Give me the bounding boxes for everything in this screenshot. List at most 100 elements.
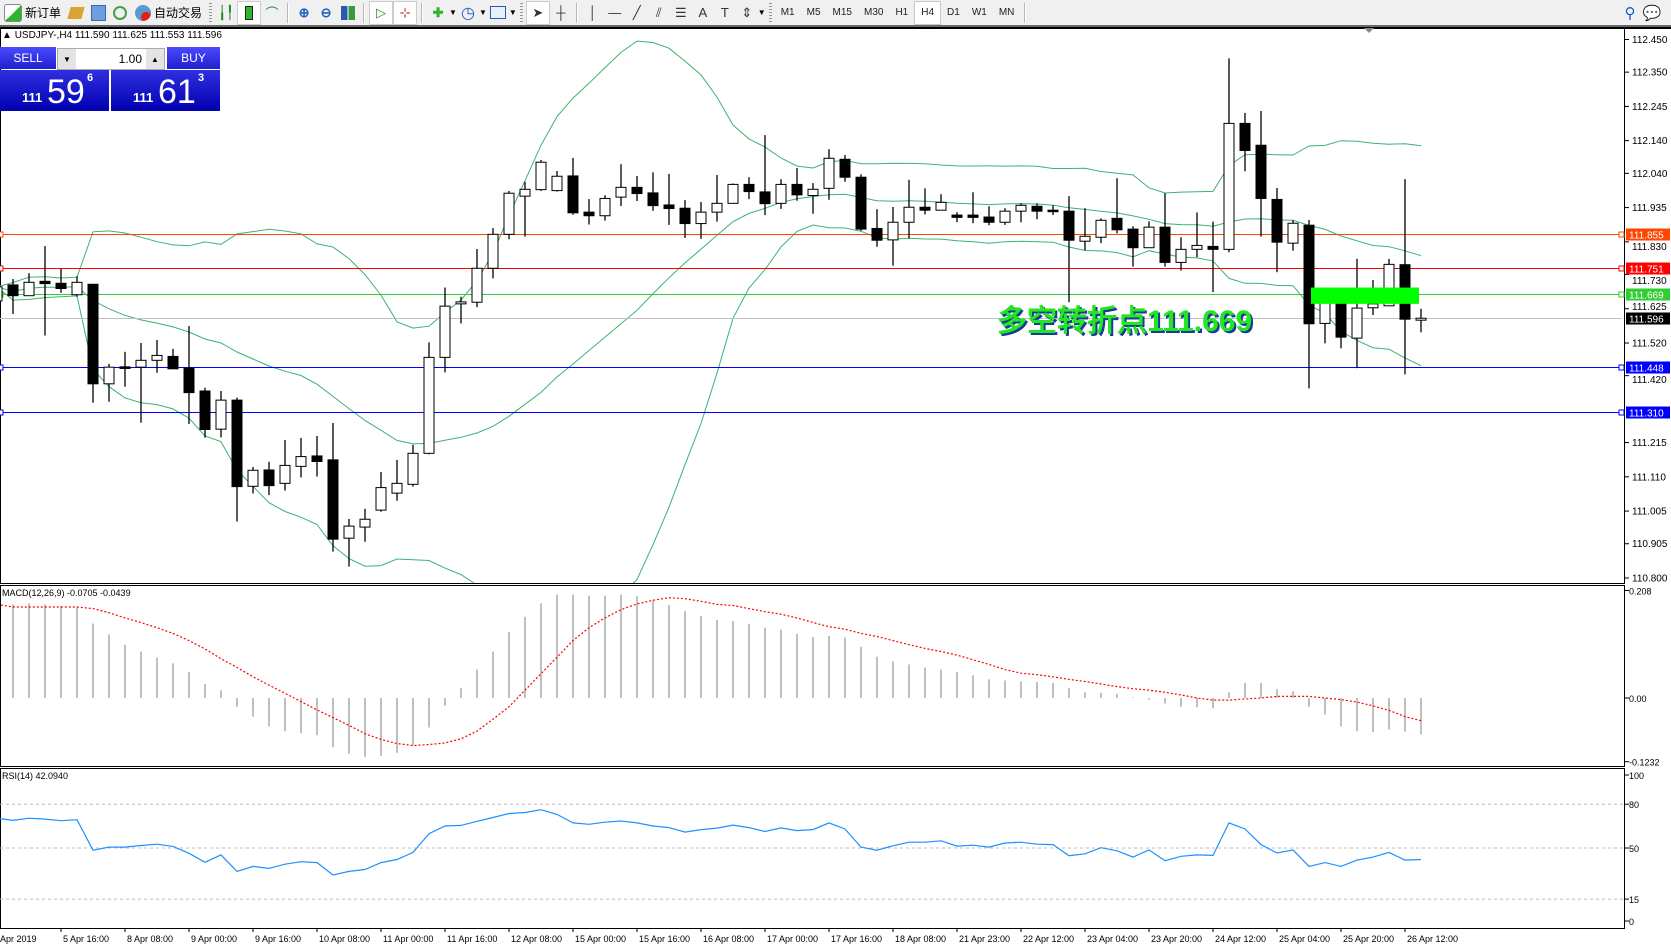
cursor-button[interactable]: ➤ bbox=[525, 0, 550, 25]
auto-trading-button[interactable]: 自动交易 bbox=[131, 2, 206, 24]
timeframe-h1[interactable]: H1 bbox=[895, 7, 909, 18]
bearish-candle-body bbox=[199, 390, 211, 431]
navigator-button[interactable] bbox=[65, 2, 87, 24]
time-axis-label: 9 Apr 16:00 bbox=[255, 934, 301, 944]
macd-histogram-bar bbox=[236, 698, 238, 707]
pivot-annotation-text[interactable]: 多空转折点111.669 bbox=[997, 305, 1253, 338]
bearish-candle-body bbox=[87, 283, 99, 385]
arrows-button[interactable]: ⇕ bbox=[736, 2, 758, 24]
bearish-candle-body bbox=[39, 280, 51, 285]
timeframe-mn[interactable]: MN bbox=[998, 7, 1015, 18]
bullish-candle-body bbox=[887, 221, 899, 241]
macd-histogram-bar bbox=[1388, 698, 1390, 730]
candlestick-chart-button[interactable] bbox=[237, 0, 262, 25]
bearish-candle-body bbox=[647, 192, 659, 207]
zoom-in-button[interactable]: ⊕ bbox=[293, 2, 315, 24]
trendline-button[interactable]: ╱ bbox=[626, 2, 648, 24]
auto-scroll-button[interactable]: ▷ bbox=[369, 0, 394, 25]
price-axis-label: 111.420 bbox=[1632, 375, 1667, 386]
periods-button[interactable]: ◷ bbox=[457, 2, 479, 24]
volume-stepper[interactable]: ▼ 1.00 ▲ bbox=[57, 48, 165, 70]
timeframe-m30[interactable]: M30 bbox=[863, 7, 884, 18]
chart-shift-button[interactable]: ⊹ bbox=[393, 0, 418, 25]
candle bbox=[151, 340, 163, 373]
toolbar-grip[interactable] bbox=[209, 2, 213, 23]
templates-button[interactable] bbox=[487, 2, 509, 24]
buy-price[interactable]: 111 61 3 bbox=[111, 70, 220, 111]
timeframe-d1[interactable]: D1 bbox=[947, 7, 960, 18]
zoom-in-icon: ⊕ bbox=[298, 4, 310, 20]
macd-histogram-bar bbox=[556, 594, 558, 698]
time-axis-label: 23 Apr 20:00 bbox=[1151, 934, 1202, 944]
equidistant-channel-button[interactable]: ⫽ bbox=[648, 2, 670, 24]
timeframe-m5[interactable]: M5 bbox=[806, 7, 821, 18]
fibonacci-button[interactable]: ☰ bbox=[670, 2, 692, 24]
bar-chart-button[interactable]: ╽╿ bbox=[215, 2, 237, 24]
toolbar-grip[interactable] bbox=[768, 2, 772, 23]
bullish-candle-body bbox=[343, 525, 355, 539]
bullish-candle-body bbox=[215, 399, 227, 430]
macd-histogram-bar bbox=[972, 675, 974, 698]
crosshair-button[interactable]: ┼ bbox=[550, 2, 572, 24]
macd-histogram-bar bbox=[668, 604, 670, 698]
candle bbox=[679, 200, 691, 238]
bullish-candle-body bbox=[295, 456, 307, 467]
dropdown-arrow-icon[interactable]: ▼ bbox=[508, 8, 517, 17]
buy-button[interactable]: BUY bbox=[167, 47, 220, 69]
signals-button[interactable] bbox=[109, 2, 131, 24]
timeframe-h4[interactable]: H4 bbox=[914, 0, 942, 25]
macd-histogram-bar bbox=[604, 595, 606, 698]
sell-price[interactable]: 111 59 6 bbox=[0, 70, 109, 111]
bullish-candle-body bbox=[375, 487, 387, 511]
macd-histogram-bar bbox=[220, 690, 222, 698]
toolbar-grip[interactable] bbox=[519, 2, 523, 23]
text-label-button[interactable]: T bbox=[714, 2, 736, 24]
horizontal-line-button[interactable]: — bbox=[604, 2, 626, 24]
candle bbox=[1127, 226, 1139, 267]
timeframe-m15[interactable]: M15 bbox=[832, 7, 852, 18]
dropdown-arrow-icon[interactable]: ▼ bbox=[449, 8, 457, 17]
sell-button[interactable]: SELL bbox=[0, 47, 56, 69]
tile-windows-button[interactable] bbox=[337, 2, 359, 24]
volume-increase-icon[interactable]: ▲ bbox=[146, 49, 164, 69]
new-order-button[interactable]: 新订单 bbox=[0, 2, 65, 24]
timeframe-m1[interactable]: M1 bbox=[780, 7, 795, 18]
timeframe-w1[interactable]: W1 bbox=[971, 7, 987, 18]
one-click-trading-panel: SELL ▼ 1.00 ▲ BUY 111 59 6 111 61 3 bbox=[0, 47, 220, 111]
search-button[interactable]: ⚲ bbox=[1619, 2, 1641, 24]
chart-shift-icon: ⊹ bbox=[399, 4, 411, 20]
macd-histogram-bar bbox=[748, 624, 750, 698]
rsi-axis-label: 15 bbox=[1629, 895, 1639, 905]
dropdown-arrow-icon[interactable]: ▼ bbox=[478, 8, 487, 17]
collapse-triangle-icon[interactable]: ▲ bbox=[2, 30, 15, 41]
macd-histogram-bar bbox=[1228, 692, 1230, 698]
candle bbox=[647, 172, 659, 211]
bearish-candle-body bbox=[1063, 210, 1075, 241]
line-chart-button[interactable]: ⌒ bbox=[261, 2, 283, 24]
bullish-candle-body bbox=[1143, 226, 1155, 249]
price-axis-label: 110.800 bbox=[1632, 574, 1668, 585]
vertical-line-button[interactable]: │ bbox=[582, 2, 604, 24]
volume-decrease-icon[interactable]: ▼ bbox=[58, 49, 76, 69]
price-line-label-bg bbox=[1626, 361, 1670, 374]
macd-histogram-bar bbox=[1340, 698, 1342, 727]
macd-histogram-bar bbox=[380, 698, 382, 756]
macd-histogram-bar bbox=[1292, 691, 1294, 698]
chat-button[interactable]: 💬 bbox=[1641, 2, 1663, 24]
zoom-out-button[interactable]: ⊖ bbox=[315, 2, 337, 24]
time-axis-label: 5 Apr 16:00 bbox=[63, 934, 109, 944]
time-axis-label: 10 Apr 08:00 bbox=[319, 934, 370, 944]
indicators-button[interactable]: ✚ bbox=[427, 2, 449, 24]
dropdown-arrow-icon[interactable]: ▼ bbox=[757, 8, 766, 17]
text-button[interactable]: A bbox=[692, 2, 714, 24]
macd-histogram-bar bbox=[908, 664, 910, 698]
volume-input[interactable]: 1.00 bbox=[118, 52, 142, 66]
time-axis-label: 26 Apr 12:00 bbox=[1407, 934, 1458, 944]
line-chart-icon: ⌒ bbox=[265, 6, 279, 21]
bearish-candle-body bbox=[679, 207, 691, 225]
bullish-candle-body bbox=[1095, 219, 1107, 238]
bullish-candle-body bbox=[935, 201, 947, 211]
terminal-button[interactable] bbox=[87, 2, 109, 24]
macd-histogram-bar bbox=[284, 698, 286, 732]
